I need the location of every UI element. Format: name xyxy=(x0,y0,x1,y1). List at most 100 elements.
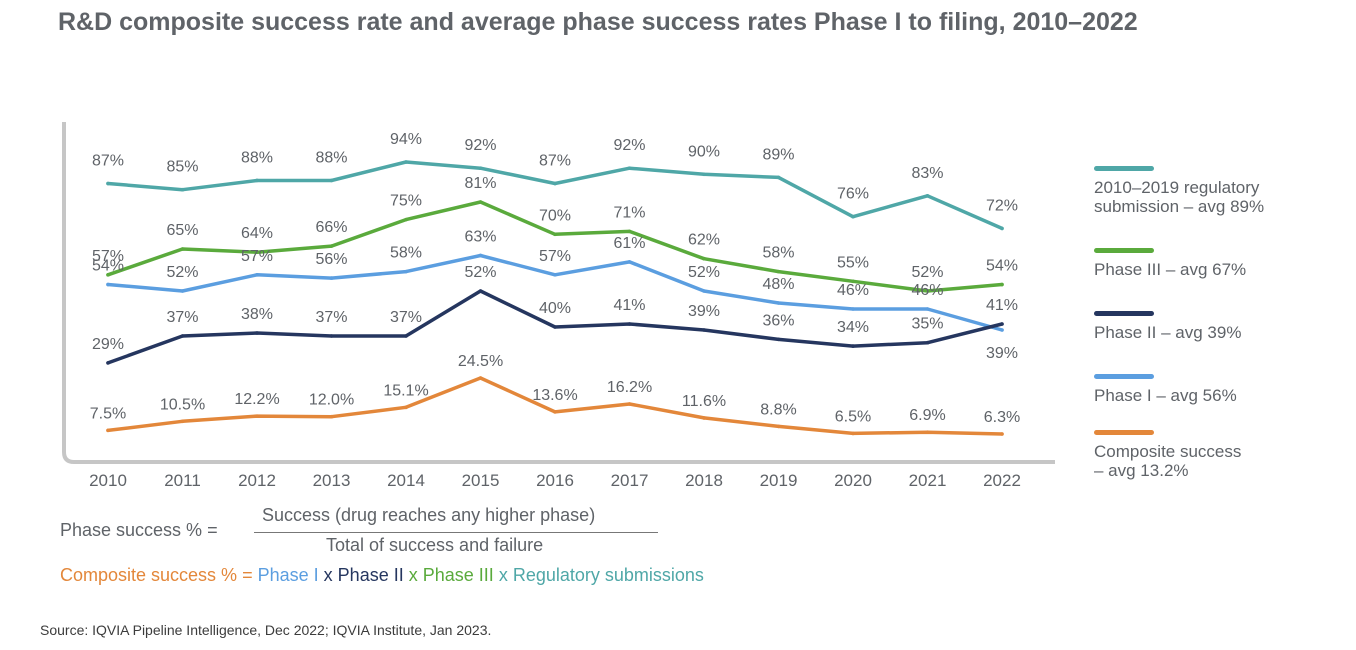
data-label-regulatory-2014: 94% xyxy=(390,131,422,148)
data-label-phase1-2018: 52% xyxy=(688,264,720,281)
data-label-phase3-2016: 70% xyxy=(539,207,571,224)
data-point-phase3-2010 xyxy=(106,273,110,277)
composite-formula-phase3: Phase III xyxy=(422,565,494,585)
data-point-regulatory-2016 xyxy=(553,181,557,186)
data-point-regulatory-2013 xyxy=(329,178,334,183)
legend-label-regulatory: 2010–2019 regulatory submission – avg 89… xyxy=(1094,178,1265,216)
data-point-composite-2014 xyxy=(404,405,408,410)
source-note: Source: IQVIA Pipeline Intelligence, Dec… xyxy=(40,622,492,638)
data-label-composite-2012: 12.2% xyxy=(234,391,279,408)
data-point-phase1-2019 xyxy=(776,301,781,305)
data-label-phase3-2014: 75% xyxy=(390,193,422,210)
data-label-phase3-2021: 52% xyxy=(911,264,943,281)
data-label-phase3-2012: 64% xyxy=(241,225,273,242)
formula-lhs: Phase success % = xyxy=(60,520,218,540)
x-tick-label-2022: 2022 xyxy=(983,471,1021,490)
data-label-regulatory-2020: 76% xyxy=(837,186,869,203)
data-label-phase2-2014: 37% xyxy=(390,309,422,326)
data-point-composite-2010 xyxy=(106,428,110,433)
legend-swatch-phase3 xyxy=(1094,248,1154,253)
data-point-regulatory-2019 xyxy=(776,175,781,180)
data-label-phase3-2018: 62% xyxy=(688,232,720,249)
data-point-phase3-2013 xyxy=(329,244,334,248)
data-label-phase1-2010: 54% xyxy=(92,258,124,275)
data-point-phase2-2022 xyxy=(1000,322,1004,326)
x-tick-label-2012: 2012 xyxy=(238,471,276,490)
data-label-phase1-2017: 61% xyxy=(613,235,645,252)
data-label-composite-2015: 24.5% xyxy=(458,353,503,370)
data-point-composite-2012 xyxy=(255,414,259,418)
data-point-regulatory-2012 xyxy=(255,178,259,183)
data-label-phase3-2020: 55% xyxy=(837,254,869,271)
data-point-regulatory-2017 xyxy=(627,166,632,170)
legend-swatch-composite xyxy=(1094,430,1154,435)
data-point-phase1-2020 xyxy=(851,307,855,311)
data-label-phase3-2017: 71% xyxy=(613,204,645,221)
data-label-phase1-2021: 46% xyxy=(911,282,943,299)
composite-formula-regulatory: Regulatory submissions xyxy=(512,565,704,585)
x-tick-label-2011: 2011 xyxy=(164,471,201,490)
legend-item-phase2: Phase II – avg 39% xyxy=(1094,311,1241,342)
composite-formula-phase1: Phase I xyxy=(257,565,319,585)
data-label-regulatory-2022: 72% xyxy=(986,197,1018,214)
x-tick-label-2014: 2014 xyxy=(387,471,425,490)
data-label-phase3-2010: 57% xyxy=(92,248,124,265)
data-label-phase3-2015: 81% xyxy=(464,175,496,192)
data-point-regulatory-2020 xyxy=(851,214,855,219)
composite-formula-phase2: Phase II xyxy=(337,565,404,585)
data-label-regulatory-2021: 83% xyxy=(911,165,943,182)
data-point-regulatory-2022 xyxy=(1000,226,1004,231)
data-point-phase3-2014 xyxy=(404,217,408,222)
data-label-regulatory-2012: 88% xyxy=(241,149,273,166)
data-label-phase3-2013: 66% xyxy=(315,219,347,236)
data-point-phase1-2021 xyxy=(925,307,930,311)
composite-formula-times-3: x xyxy=(498,565,508,585)
data-label-phase2-2010: 29% xyxy=(92,336,124,353)
data-point-phase3-2018 xyxy=(702,256,706,261)
data-point-phase2-2016 xyxy=(553,325,557,329)
data-point-phase1-2010 xyxy=(106,282,110,287)
data-point-regulatory-2014 xyxy=(404,160,408,164)
data-point-phase1-2018 xyxy=(702,289,706,293)
data-label-phase3-2019: 58% xyxy=(762,245,794,262)
data-label-phase2-2016: 40% xyxy=(539,300,571,317)
x-tick-label-2018: 2018 xyxy=(685,471,723,490)
x-tick-label-2016: 2016 xyxy=(536,471,574,490)
data-point-composite-2021 xyxy=(925,430,930,434)
composite-formula-times-1: x xyxy=(323,565,333,585)
data-label-regulatory-2015: 92% xyxy=(464,137,496,154)
formula-denominator: Total of success and failure xyxy=(326,535,544,555)
legend-item-phase3: Phase III – avg 67% xyxy=(1094,248,1246,279)
data-point-regulatory-2018 xyxy=(702,172,706,177)
data-point-phase3-2011 xyxy=(180,247,185,251)
data-point-regulatory-2010 xyxy=(106,181,110,186)
data-point-composite-2022 xyxy=(1000,432,1004,436)
x-tick-label-2019: 2019 xyxy=(760,471,798,490)
data-label-composite-2010: 7.5% xyxy=(90,405,126,422)
data-label-phase2-2022: 41% xyxy=(986,297,1018,314)
legend-label-phase2: Phase II – avg 39% xyxy=(1094,323,1242,342)
data-point-phase2-2017 xyxy=(627,322,632,326)
legend-item-phase1: Phase I – avg 56% xyxy=(1094,374,1237,405)
data-point-regulatory-2021 xyxy=(925,194,930,198)
data-point-composite-2020 xyxy=(851,431,855,436)
data-label-composite-2019: 8.8% xyxy=(760,401,796,418)
data-label-regulatory-2016: 87% xyxy=(539,153,571,170)
legend-label-composite: Composite success – avg 13.2% xyxy=(1094,442,1242,480)
data-label-phase3-2022: 54% xyxy=(986,258,1018,275)
data-point-phase1-2016 xyxy=(553,273,557,277)
data-label-phase2-2013: 37% xyxy=(315,309,347,326)
data-point-phase1-2014 xyxy=(404,269,408,274)
data-label-phase1-2022: 39% xyxy=(986,345,1018,362)
data-label-composite-2022: 6.3% xyxy=(984,409,1020,426)
data-point-phase3-2022 xyxy=(1000,282,1004,287)
data-point-composite-2017 xyxy=(627,402,632,406)
data-point-composite-2016 xyxy=(553,410,557,414)
data-point-phase3-2021 xyxy=(925,289,930,293)
data-label-phase2-2020: 34% xyxy=(837,319,869,336)
data-point-phase2-2018 xyxy=(702,328,706,332)
data-point-phase2-2021 xyxy=(925,340,930,345)
data-point-composite-2018 xyxy=(702,416,706,420)
data-point-phase3-2016 xyxy=(553,232,557,237)
data-label-composite-2021: 6.9% xyxy=(909,407,945,424)
